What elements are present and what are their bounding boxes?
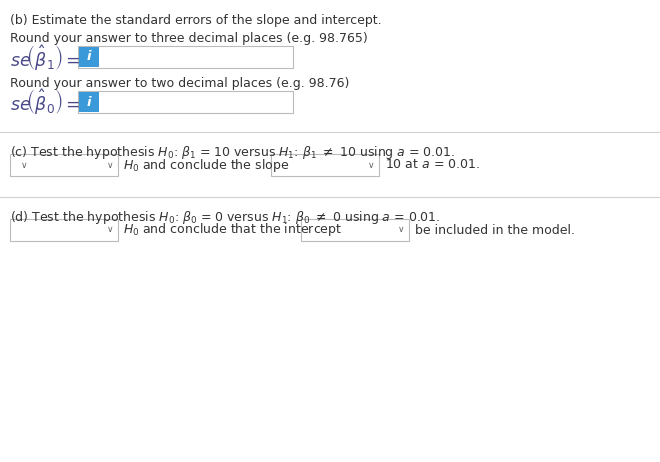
Text: Round your answer to three decimal places (e.g. 98.765): Round your answer to three decimal place…: [10, 32, 368, 45]
FancyBboxPatch shape: [10, 219, 118, 241]
FancyBboxPatch shape: [301, 219, 409, 241]
FancyBboxPatch shape: [79, 92, 99, 112]
Text: ∨: ∨: [107, 160, 114, 170]
Text: (d) Test the hypothesis $H_0$: $\beta_0$ = 0 versus $H_1$: $\beta_0$ $\neq$ 0 us: (d) Test the hypothesis $H_0$: $\beta_0$…: [10, 209, 440, 226]
Text: i: i: [86, 96, 91, 109]
Text: 10 at $a$ = 0.01.: 10 at $a$ = 0.01.: [385, 158, 480, 171]
Text: ∨: ∨: [20, 160, 27, 170]
Text: ∨: ∨: [107, 225, 114, 235]
Text: ∨: ∨: [368, 160, 374, 170]
Text: i: i: [86, 50, 91, 63]
Text: be included in the model.: be included in the model.: [415, 224, 575, 237]
FancyBboxPatch shape: [78, 46, 293, 68]
FancyBboxPatch shape: [78, 91, 293, 113]
Text: $se\!\left(\hat{\beta}_1\right) =$: $se\!\left(\hat{\beta}_1\right) =$: [10, 43, 81, 72]
Text: Round your answer to two decimal places (e.g. 98.76): Round your answer to two decimal places …: [10, 77, 349, 90]
FancyBboxPatch shape: [10, 154, 118, 176]
Text: (b) Estimate the standard errors of the slope and intercept.: (b) Estimate the standard errors of the …: [10, 14, 381, 27]
Text: ∨: ∨: [398, 225, 405, 235]
FancyBboxPatch shape: [79, 47, 99, 67]
Text: (c) Test the hypothesis $H_0$: $\beta_1$ = 10 versus $H_1$: $\beta_1$ $\neq$ 10 : (c) Test the hypothesis $H_0$: $\beta_1$…: [10, 144, 455, 161]
FancyBboxPatch shape: [271, 154, 379, 176]
Text: $H_0$ and conclude that the intercept: $H_0$ and conclude that the intercept: [123, 221, 342, 238]
Text: $se\!\left(\hat{\beta}_0\right) =$: $se\!\left(\hat{\beta}_0\right) =$: [10, 87, 81, 116]
Text: $H_0$ and conclude the slope: $H_0$ and conclude the slope: [123, 157, 289, 174]
